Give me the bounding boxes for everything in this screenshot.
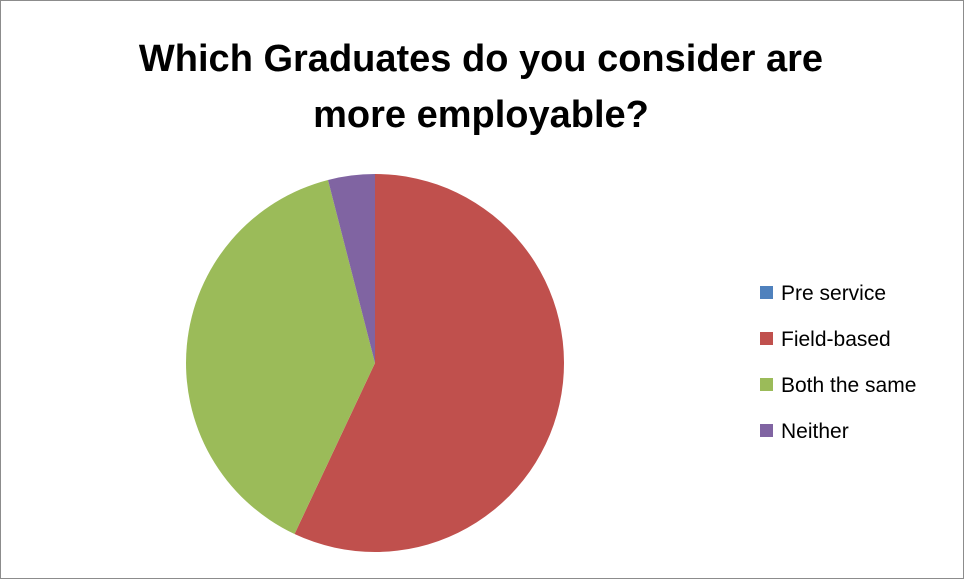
legend: Pre service Field-based Both the same Neith… <box>760 282 916 443</box>
chart-title: Which Graduates do you consider are more… <box>61 31 901 143</box>
pie-slice-field-based <box>294 174 565 552</box>
legend-swatch-field-based <box>760 332 773 345</box>
legend-label-pre-service: Pre service <box>781 282 886 305</box>
chart-title-line-1: Which Graduates do you consider are <box>138 38 824 80</box>
pie-slice-both-the-same <box>186 179 375 535</box>
legend-swatch-pre-service <box>760 286 773 299</box>
legend-label-neither: Neither <box>781 420 849 443</box>
pie-slice-neither <box>328 174 375 363</box>
legend-swatch-both-the-same <box>760 378 773 391</box>
legend-swatch-neither <box>760 424 773 437</box>
legend-label-both-the-same: Both the same <box>781 374 916 397</box>
legend-label-field-based: Field-based <box>781 328 891 351</box>
chart-title-line-2: more employable? <box>313 94 649 136</box>
pie-slices <box>186 174 565 552</box>
